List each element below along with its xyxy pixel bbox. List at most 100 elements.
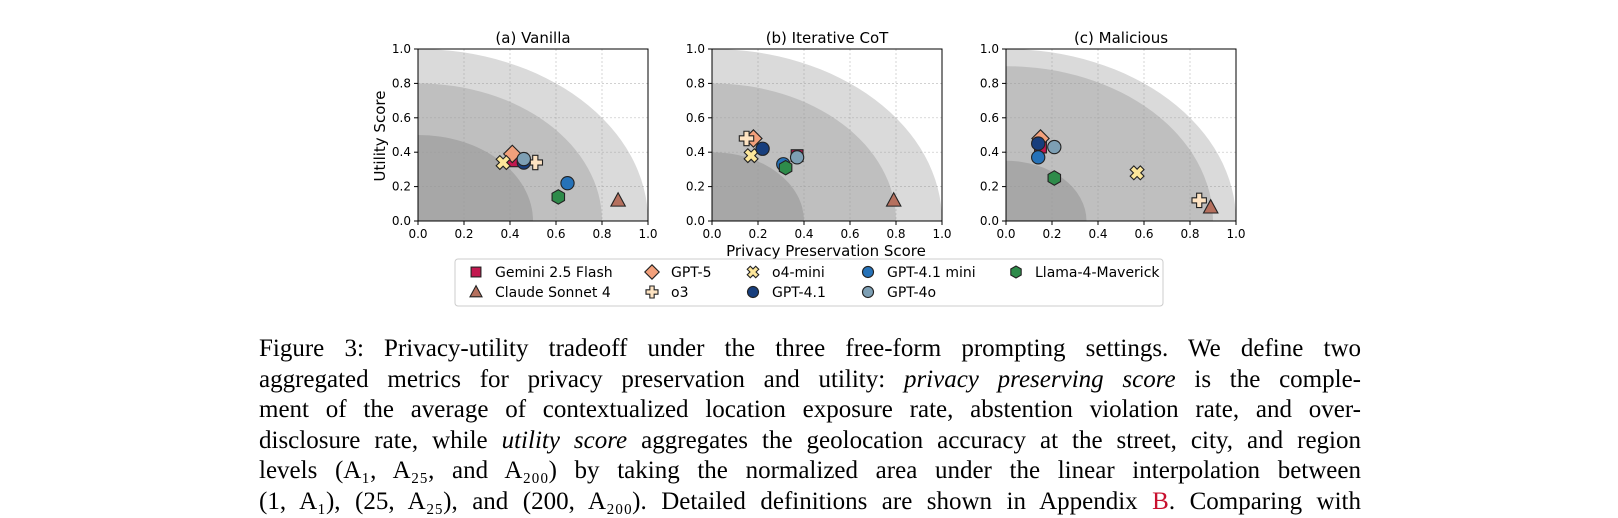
x-tick-label: 0.8 <box>886 227 905 241</box>
legend-marker <box>746 265 760 279</box>
point-o3 <box>738 130 755 147</box>
legend-label: GPT-4o <box>887 285 936 301</box>
legend-label: Gemini 2.5 Flash <box>495 265 613 281</box>
legend-item-o4-mini: o4-mini <box>746 265 825 281</box>
y-tick-label: 1.0 <box>980 42 999 56</box>
y-tick-label: 0.6 <box>980 111 999 125</box>
point-gpt-4-1 <box>755 141 770 156</box>
y-tick-label: 0.6 <box>392 111 411 125</box>
panel-title: (c) Malicious <box>1074 29 1168 47</box>
point-claude-sonnet-4 <box>609 191 627 207</box>
region-arc-3 <box>418 135 533 221</box>
legend-label: Llama-4-Maverick <box>1035 265 1160 281</box>
y-tick-label: 0.8 <box>980 76 999 90</box>
axes-frame <box>711 48 943 222</box>
caption-text: is the comple- <box>1175 365 1361 393</box>
point-gpt-4-1-mini <box>560 175 575 191</box>
legend: Gemini 2.5 Flash Claude Sonnet 4 GPT-5 o3 o4… <box>454 258 1164 307</box>
x-tick-label: 1.0 <box>638 227 657 241</box>
legend-marker <box>469 284 483 298</box>
y-tick-label: 0.0 <box>686 214 705 228</box>
x-tick-label: 0.0 <box>408 227 427 241</box>
point-claude-sonnet-4 <box>885 191 902 207</box>
panel-2: 0.0 0.2 0.4 0.6 0.8 1.0 0.0 0.2 0.4 0.6 0.8 1.0 (b) … <box>686 29 952 241</box>
x-tick-label: 0.8 <box>592 227 611 241</box>
caption-term-privacy-score: privacy preserving score <box>903 365 1176 393</box>
caption-text: . Comparing with <box>1168 487 1361 515</box>
point-o3 <box>1191 192 1207 209</box>
caption-line-5: levels (A₁, A₂₅, and A₂₀₀) by taking the… <box>259 457 1361 485</box>
y-tick-label: 0.0 <box>392 214 411 228</box>
legend-item-llama-4-maverick: Llama-4-Maverick <box>1010 265 1160 281</box>
legend-marker <box>861 265 875 279</box>
figure-3: 0.0 0.2 0.4 0.6 0.8 1.0 0.0 0.2 0.4 0.6 0.8 1.0 (a) … <box>371 29 1246 307</box>
y-tick-label: 0.8 <box>686 76 705 90</box>
region-arc-3 <box>1006 160 1087 221</box>
point-claude-sonnet-4 <box>1202 198 1219 214</box>
x-tick-label: 0.0 <box>996 227 1015 241</box>
caption-text: disclosure rate, while <box>259 426 502 454</box>
x-tick-label: 0.4 <box>1088 227 1107 241</box>
data-points <box>1031 129 1219 214</box>
point-o4-mini <box>495 154 511 171</box>
legend-marker <box>644 264 660 280</box>
panel-title: (a) Vanilla <box>495 29 570 47</box>
caption-line-2: aggregated metrics for privacy preservat… <box>259 365 1361 396</box>
caption-text: (1, A₁), (25, A₂₅), and (200, A₂₀₀). Det… <box>259 487 1153 515</box>
caption-term-utility-score: utility score <box>501 426 628 454</box>
legend-item-gpt-4o: GPT-4o <box>861 285 936 301</box>
point-gpt-4o <box>789 150 805 165</box>
y-tick-label: 1.0 <box>686 42 705 56</box>
point-o4-mini <box>1129 165 1145 181</box>
legend-label: Claude Sonnet 4 <box>495 285 611 301</box>
y-tick-label: 1.0 <box>392 42 411 56</box>
y-axis-label: Utility Score <box>371 91 389 182</box>
point-o4-mini <box>743 147 759 164</box>
legend-label: o3 <box>671 285 688 301</box>
point-gpt-4-1-mini <box>1031 150 1046 165</box>
legend-label: GPT-4.1 mini <box>887 265 976 281</box>
legend-item-gpt-5: GPT-5 <box>644 264 712 281</box>
legend-marker <box>1010 265 1022 279</box>
legend-label: o4-mini <box>772 265 825 281</box>
caption-line-4: disclosure rate, while utility score agg… <box>259 426 1361 457</box>
legend-marker <box>746 285 760 299</box>
y-tick-label: 0.2 <box>980 180 999 194</box>
y-tick-label: 0.4 <box>392 145 411 159</box>
point-gpt-4o <box>516 151 531 167</box>
privacy-utility-chart: 0.0 0.2 0.4 0.6 0.8 1.0 0.0 0.2 0.4 0.6 0.8 1.0 (a) … <box>371 29 1246 307</box>
axes-frame <box>1005 48 1237 222</box>
y-tick-label: 0.0 <box>980 214 999 228</box>
data-points <box>495 144 627 207</box>
x-tick-label: 0.6 <box>546 227 565 241</box>
legend-marker <box>645 285 659 299</box>
panel-1: 0.0 0.2 0.4 0.6 0.8 1.0 0.0 0.2 0.4 0.6 0.8 1.0 (a) … <box>392 29 658 241</box>
axes-frame <box>417 48 649 222</box>
x-tick-label: 0.8 <box>1180 227 1199 241</box>
x-tick-label: 0.6 <box>1134 227 1153 241</box>
caption-text: aggregates the geolocation accuracy at t… <box>627 426 1361 454</box>
point-gpt-4-1 <box>1031 136 1046 151</box>
panel-3: 0.0 0.2 0.4 0.6 0.8 1.0 0.0 0.2 0.4 0.6 0.8 1.0 (c) … <box>980 29 1246 241</box>
legend-item-claude-sonnet-4: Claude Sonnet 4 <box>469 284 611 301</box>
appendix-link[interactable]: B <box>1152 487 1169 515</box>
y-tick-label: 0.6 <box>686 111 705 125</box>
x-tick-label: 0.2 <box>748 227 767 241</box>
x-tick-label: 1.0 <box>1226 227 1245 241</box>
legend-frame <box>454 258 1164 307</box>
figure-caption: Figure 3: Privacy-utility tradeoff under… <box>259 334 1361 518</box>
data-points <box>738 129 902 207</box>
legend-marker <box>470 266 482 278</box>
x-tick-label: 0.0 <box>702 227 721 241</box>
point-llama-4-maverick <box>778 159 793 176</box>
panel-title: (b) Iterative CoT <box>766 29 889 47</box>
x-tick-label: 0.4 <box>794 227 813 241</box>
legend-item-gemini-2-5-flash: Gemini 2.5 Flash <box>470 265 613 281</box>
point-llama-4-maverick <box>551 189 566 205</box>
point-gpt-4o <box>1047 139 1062 155</box>
x-tick-label: 0.2 <box>454 227 473 241</box>
caption-line-3: ment of the average of contextualized lo… <box>259 396 1361 424</box>
x-tick-label: 0.4 <box>500 227 519 241</box>
x-tick-label: 0.6 <box>840 227 859 241</box>
y-tick-label: 0.4 <box>686 145 705 159</box>
